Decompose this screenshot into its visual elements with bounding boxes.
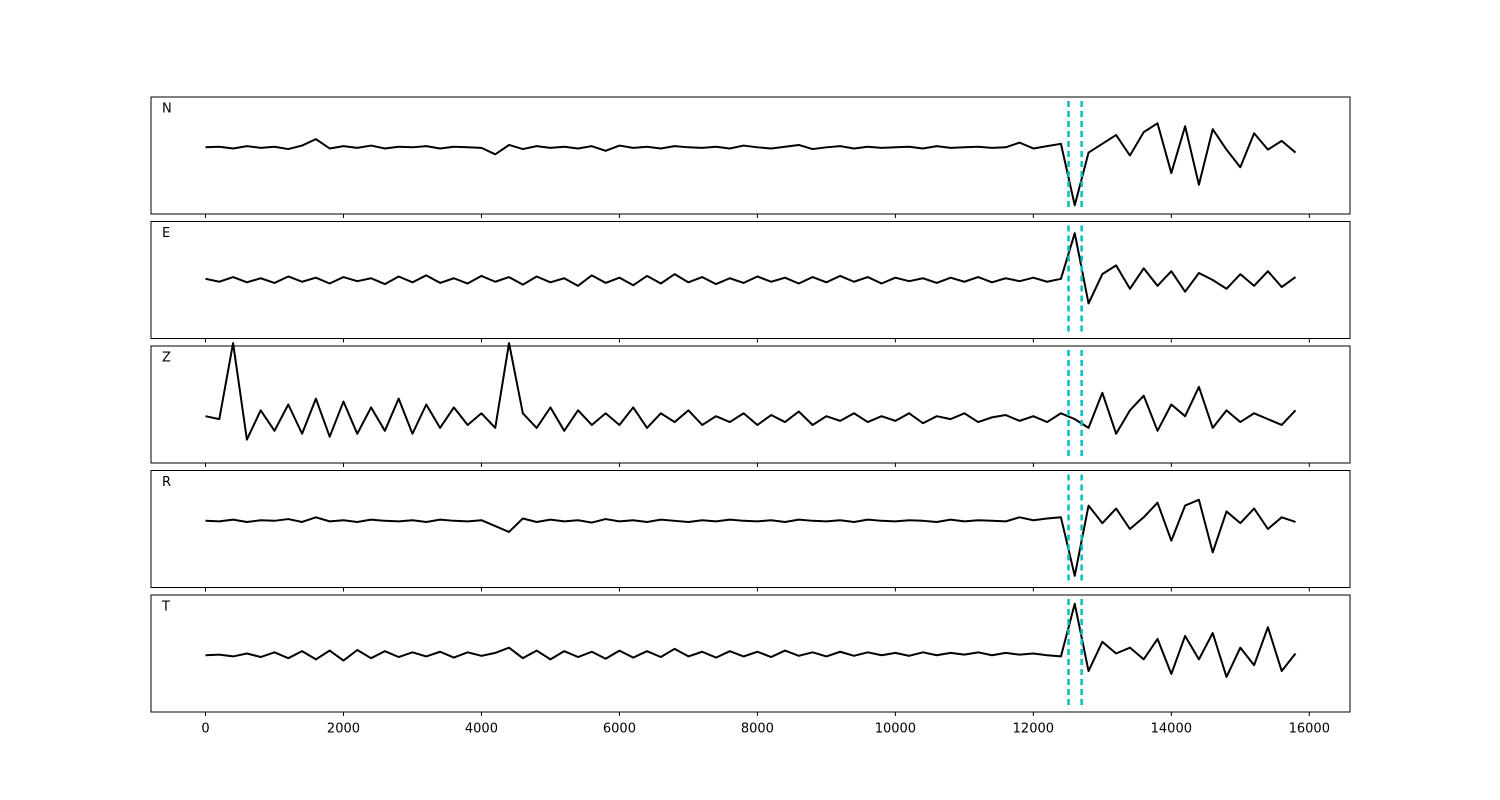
x-tick-label: 16000	[1289, 722, 1330, 737]
trace	[205, 602, 1297, 678]
x-tick-label: 10000	[875, 722, 916, 737]
panel-label: E	[162, 226, 170, 241]
x-tick-label: 14000	[1151, 722, 1192, 737]
x-tick-label: 2000	[327, 722, 360, 737]
x-tick-label: 8000	[741, 722, 774, 737]
panel-label: R	[162, 475, 171, 490]
panel-label: T	[161, 600, 170, 615]
panel-frame	[150, 221, 1351, 339]
panel-frame	[150, 96, 1351, 215]
panel-label: N	[162, 102, 172, 117]
trace	[205, 122, 1297, 207]
trace	[205, 342, 1297, 441]
panel-frame	[150, 345, 1351, 464]
panel-frame	[150, 594, 1351, 713]
trace	[205, 232, 1297, 305]
x-tick-label: 4000	[465, 722, 498, 737]
panel-frame	[150, 470, 1351, 588]
x-tick-label: 12000	[1013, 722, 1054, 737]
panel-label: Z	[162, 351, 171, 366]
x-tick-label: 6000	[603, 722, 636, 737]
x-tick-label: 0	[201, 722, 209, 737]
trace	[205, 498, 1296, 577]
